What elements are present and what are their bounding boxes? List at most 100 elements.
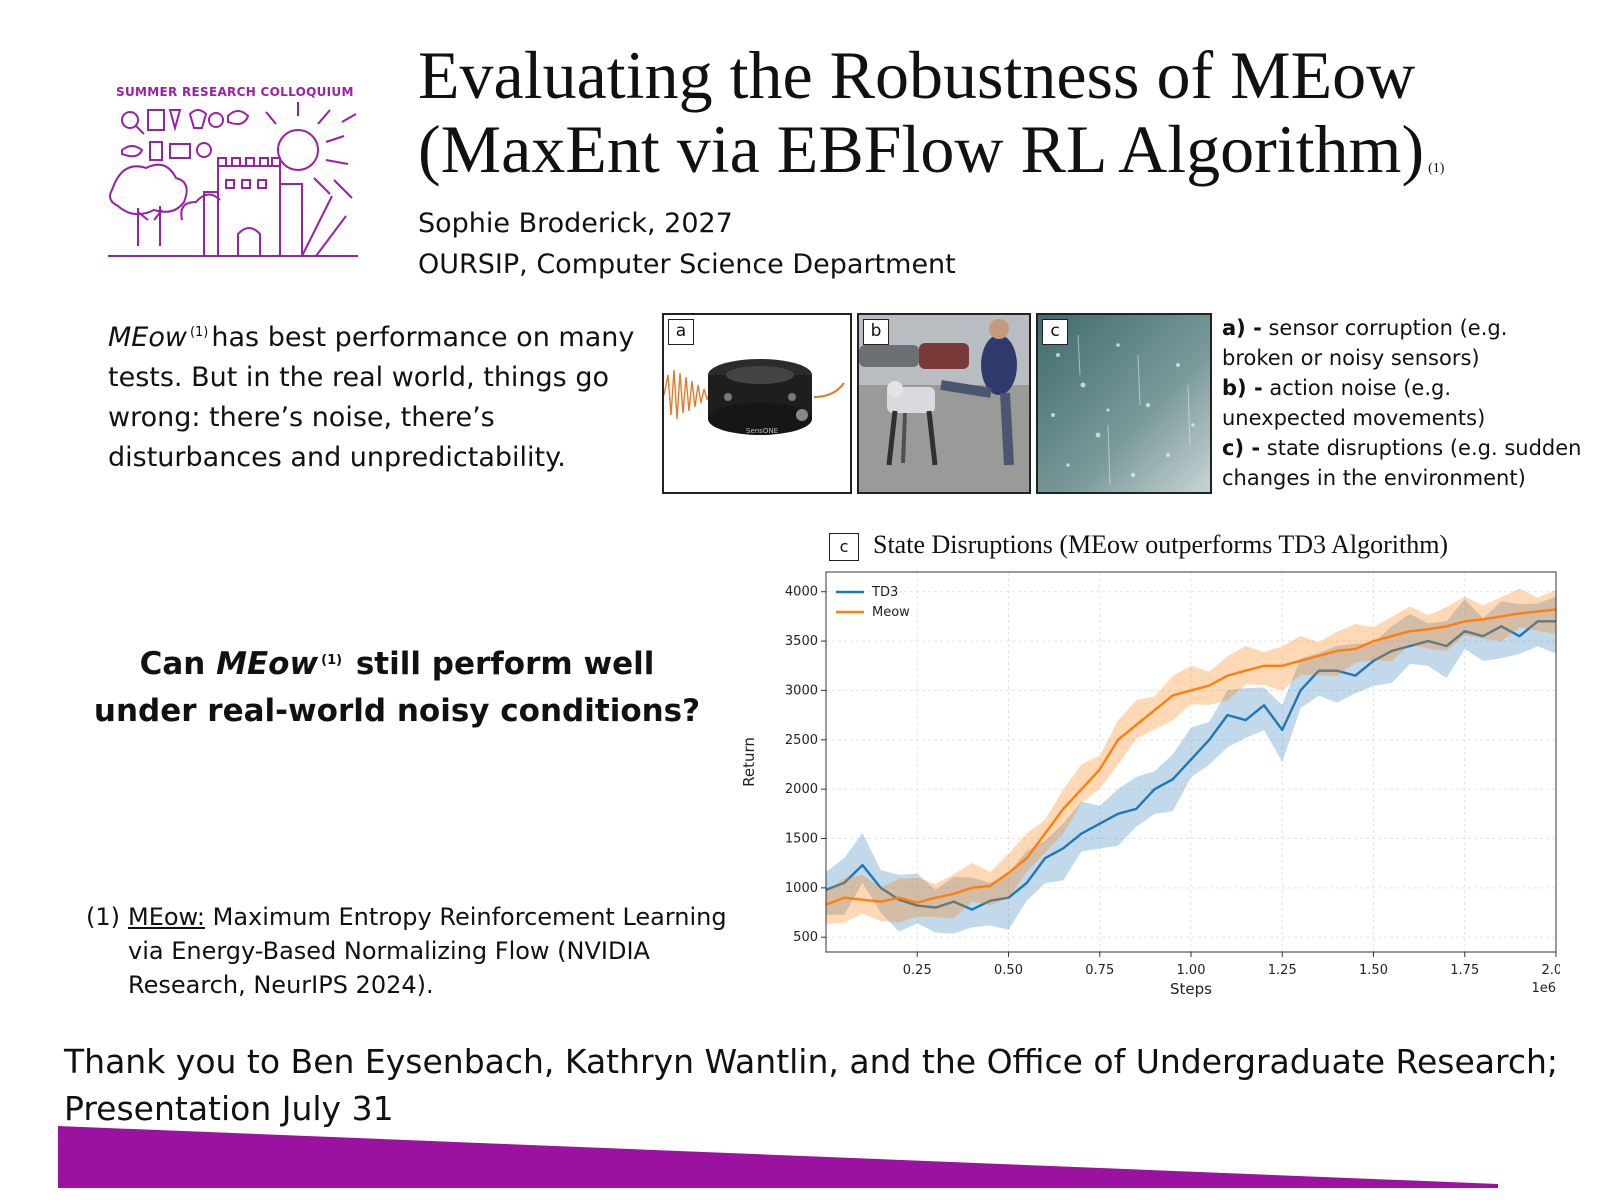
data-point-td3: [1044, 857, 1046, 859]
data-point-meow: [898, 897, 900, 899]
footnote-line-3: Research, NeurIPS 2024).: [128, 971, 434, 999]
data-point-meow: [1153, 709, 1156, 711]
x-tick-label: 0.75: [1085, 963, 1114, 978]
data-point-meow: [861, 899, 864, 901]
data-point-td3: [1281, 729, 1283, 731]
data-point-td3: [898, 899, 900, 901]
data-point-td3: [843, 882, 845, 884]
data-point-td3: [861, 864, 864, 866]
legend-text-c2: changes in the environment): [1222, 466, 1526, 490]
data-point-meow: [916, 902, 918, 904]
data-point-td3: [953, 901, 955, 903]
y-tick-label: 500: [793, 930, 818, 945]
data-point-td3: [1026, 882, 1028, 884]
legend-key-c: c) -: [1222, 436, 1261, 460]
data-point-meow: [1245, 670, 1247, 672]
data-point-td3: [1153, 788, 1156, 790]
intro-reference: (1): [189, 325, 209, 340]
data-point-td3: [934, 906, 937, 909]
legend-text-a2: broken or noisy sensors): [1222, 346, 1480, 370]
intro-term: MEow: [108, 322, 187, 353]
data-point-td3: [1190, 758, 1192, 761]
y-axis-label: Return: [740, 737, 758, 787]
data-point-meow: [971, 887, 973, 889]
y-tick-label: 3000: [785, 683, 818, 698]
x-tick-label: 0.50: [994, 963, 1023, 978]
data-point-td3: [1318, 670, 1320, 672]
footnote-body: MEow: Maximum Entropy Reinforcement Lear…: [128, 900, 728, 1002]
data-point-td3: [1007, 897, 1010, 899]
title-line-2: (MaxEnt via EBFlow RL Algorithm) (1): [418, 112, 1444, 206]
data-point-meow: [1464, 620, 1466, 622]
question-term: MEow: [216, 646, 319, 682]
data-point-td3: [1409, 645, 1411, 647]
data-point-meow: [1427, 628, 1429, 630]
y-tick-label: 4000: [785, 585, 818, 600]
data-point-td3: [1391, 650, 1393, 652]
data-point-meow: [1226, 675, 1229, 677]
x-tick-label: 1.00: [1177, 963, 1206, 978]
x-tick-label: 1.25: [1268, 963, 1297, 978]
question-prefix: Can: [139, 646, 206, 682]
footnote-link[interactable]: MEow:: [128, 903, 205, 931]
panel-b-robot-image: b: [857, 313, 1031, 494]
data-point-meow: [1299, 660, 1302, 662]
data-point-meow: [1099, 768, 1101, 771]
series-band-meow: [826, 588, 1556, 924]
plot-area: [826, 572, 1556, 952]
data-point-td3: [1445, 645, 1448, 647]
data-point-meow: [1537, 610, 1539, 613]
data-point-meow: [1372, 640, 1375, 642]
chart-title-text: State Disruptions (MEow outperforms TD3 …: [873, 530, 1449, 559]
plot-frame: [825, 571, 1557, 953]
data-point-meow: [1080, 788, 1083, 790]
x-tick-label: 1.75: [1450, 963, 1479, 978]
data-point-td3: [1464, 630, 1466, 632]
legend-label-meow: Meow: [872, 605, 910, 620]
colloquium-logo-icon: [108, 102, 358, 257]
data-point-td3: [1245, 719, 1247, 721]
question-suffix: still perform well: [355, 646, 655, 682]
data-point-meow: [1062, 808, 1064, 810]
data-point-td3: [1172, 778, 1174, 780]
returns-line-chart: 500 1000 1500 2000 2500 3000 3500 4000 0.25 0.50 0…: [740, 571, 1560, 998]
data-point-meow: [1117, 739, 1119, 741]
data-point-td3: [1080, 832, 1083, 835]
data-point-td3: [1299, 689, 1302, 692]
y-tick-label: 1500: [785, 831, 818, 846]
series-band-td3: [826, 596, 1556, 934]
data-point-td3: [989, 900, 991, 902]
data-point-td3: [1099, 823, 1101, 825]
footer-accent-bar: [58, 1126, 1498, 1188]
x-axis-label: Steps: [1170, 980, 1212, 998]
data-point-meow: [843, 897, 845, 899]
data-point-meow: [989, 885, 991, 887]
data-point-meow: [1518, 612, 1521, 615]
research-question: Can MEow (1) still perform well under rea…: [92, 637, 702, 735]
legend-text-b1: action noise (e.g.: [1269, 376, 1451, 400]
sensor-label: SensONE: [746, 427, 778, 435]
data-point-meow: [1391, 635, 1393, 637]
question-reference: (1): [321, 653, 343, 668]
author-block: Sophie Broderick, 2027 OURSIP, Computer …: [418, 203, 956, 285]
data-point-td3: [1208, 739, 1210, 741]
data-point-td3: [971, 908, 973, 911]
data-point-meow: [1007, 872, 1010, 874]
data-point-meow: [1354, 648, 1356, 650]
footnote-line-2: via Energy-Based Normalizing Flow (NVIDI…: [128, 937, 650, 965]
footnote-line-1: MEow: Maximum Entropy Reinforcement Lear…: [128, 900, 728, 934]
data-point-td3: [1062, 847, 1064, 849]
data-point-meow: [1482, 618, 1484, 620]
data-point-meow: [1500, 615, 1502, 618]
legend-text-b2: unexpected movements): [1222, 406, 1486, 430]
y-tick-label: 1000: [785, 881, 818, 896]
title-line-1: Evaluating the Robustness of MEow: [418, 37, 1416, 113]
author-name: Sophie Broderick, 2027: [418, 208, 733, 239]
footnote-line-1-text: Maximum Entropy Reinforcement Learning: [212, 903, 727, 931]
data-point-td3: [916, 905, 918, 907]
x-tick-label: 1.50: [1359, 963, 1388, 978]
legend-text-c1: state disruptions (e.g. sudden: [1266, 436, 1582, 460]
data-point-meow: [1281, 665, 1283, 667]
x-tick-label: 0.25: [903, 963, 932, 978]
title-reference: (1): [1428, 161, 1445, 176]
